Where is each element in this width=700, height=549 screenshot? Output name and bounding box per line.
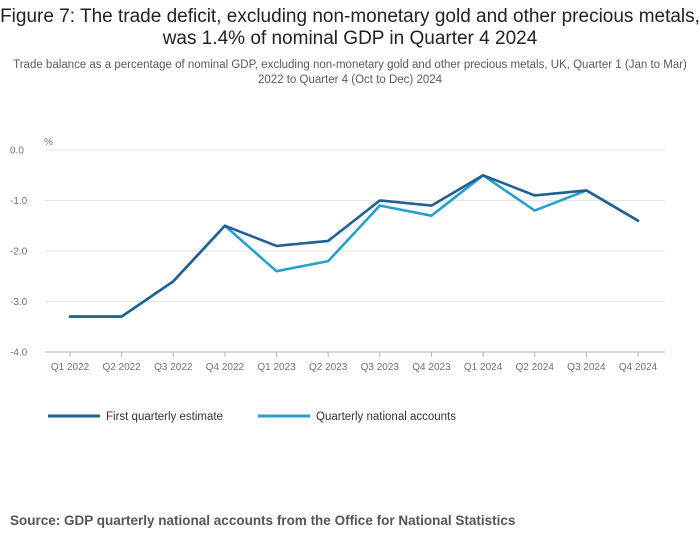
y-tick-label: -3.0 xyxy=(10,297,28,308)
chart-subtitle: Trade balance as a percentage of nominal… xyxy=(13,59,687,86)
x-tick-label: Q3 2023 xyxy=(361,362,400,373)
x-tick-label: Q1 2023 xyxy=(257,362,296,373)
x-tick-label: Q4 2024 xyxy=(619,362,658,373)
y-tick-label: -2.0 xyxy=(10,247,28,258)
legend: First quarterly estimate Quarterly nation… xyxy=(48,411,456,423)
y-tick-label: -1.0 xyxy=(10,196,28,207)
legend-label-quarterly-national-accounts: Quarterly national accounts xyxy=(316,411,456,423)
line-chart: 0.0 -1.0 -2.0 -3.0 -4.0 % Q1 2022 Q2 2022 Q3 2… xyxy=(10,137,665,423)
series-line-first-quarterly-estimate xyxy=(68,174,640,318)
x-tick-label: Q2 2023 xyxy=(309,362,348,373)
chart-title: Figure 7: The trade deficit, excluding n… xyxy=(0,6,700,49)
x-tick-label: Q1 2024 xyxy=(464,362,503,373)
gridlines xyxy=(45,149,665,353)
x-tick-label: Q2 2024 xyxy=(516,362,555,373)
x-tick-label: Q2 2022 xyxy=(102,362,141,373)
y-tick-label: -4.0 xyxy=(10,348,28,359)
x-tick-label: Q4 2023 xyxy=(412,362,451,373)
y-tick-label: 0.0 xyxy=(10,146,24,157)
y-axis-unit-label: % xyxy=(44,137,53,148)
y-axis: 0.0 -1.0 -2.0 -3.0 -4.0 xyxy=(10,146,28,359)
series-line-quarterly-national-accounts xyxy=(68,174,640,318)
source-note: Source: GDP quarterly national accounts … xyxy=(10,513,516,528)
x-tick-label: Q3 2022 xyxy=(154,362,193,373)
x-tick-label: Q1 2022 xyxy=(51,362,90,373)
series-lines xyxy=(68,174,640,318)
x-axis: Q1 2022 Q2 2022 Q3 2022 Q4 2022 Q1 2023 Q2 20… xyxy=(51,352,658,373)
x-tick-label: Q4 2022 xyxy=(206,362,245,373)
x-tick-label: Q3 2024 xyxy=(567,362,606,373)
legend-label-first-quarterly-estimate: First quarterly estimate xyxy=(106,411,223,423)
